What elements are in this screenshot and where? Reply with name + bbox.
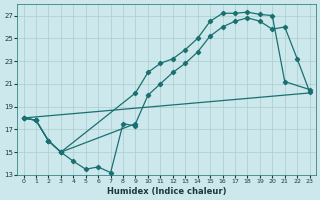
- X-axis label: Humidex (Indice chaleur): Humidex (Indice chaleur): [107, 187, 226, 196]
